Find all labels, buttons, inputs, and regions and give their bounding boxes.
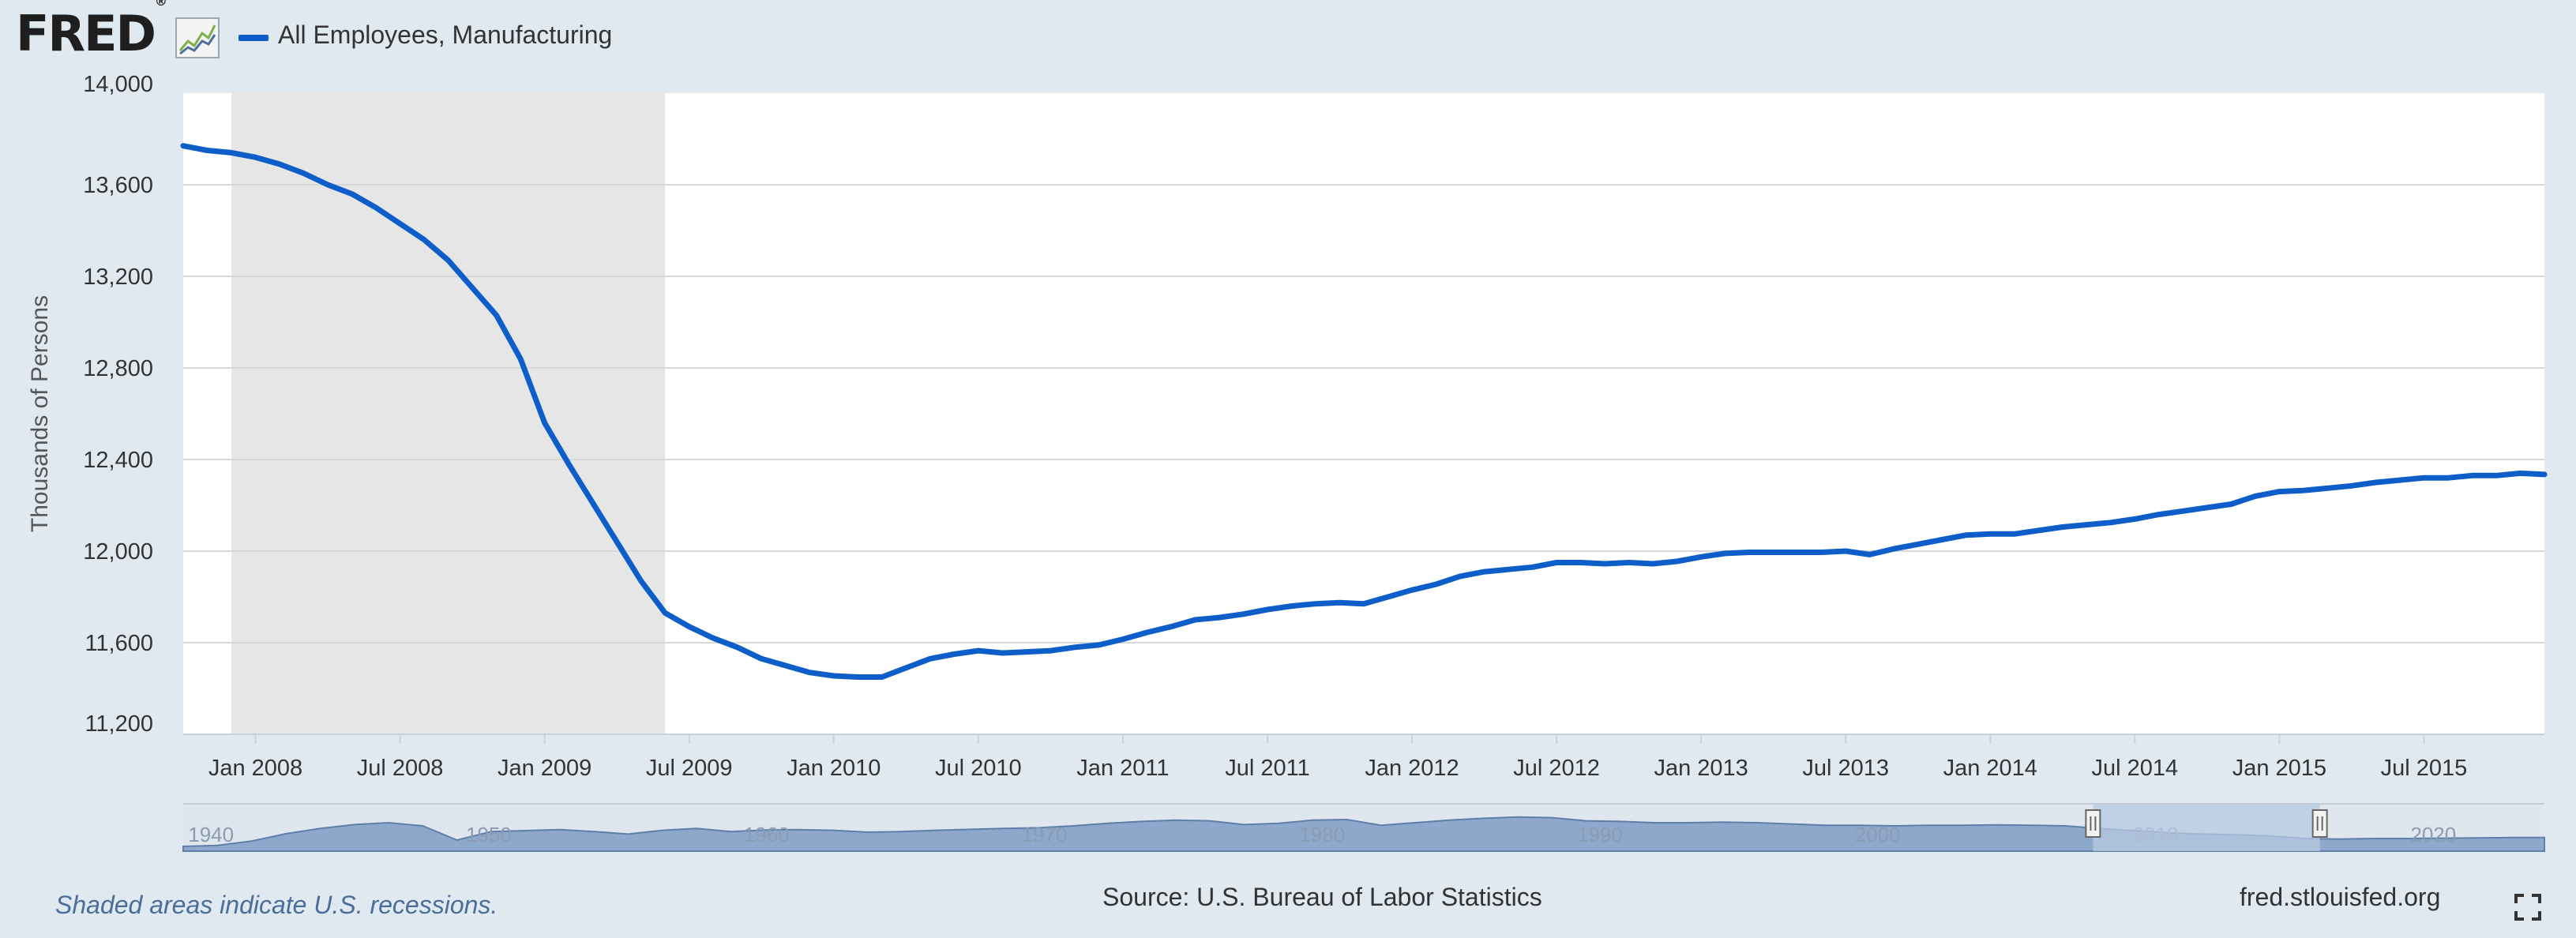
fullscreen-icon[interactable]	[2514, 894, 2541, 921]
recession-note: Shaded areas indicate U.S. recessions.	[55, 891, 498, 919]
recession-shading	[231, 93, 666, 734]
x-tick-label: Jan 2009	[498, 756, 591, 781]
navigator-year-label: 1940	[188, 823, 234, 846]
handle-grip[interactable]	[2311, 809, 2328, 838]
logo-registered-mark: ®	[154, 0, 167, 9]
y-tick-label: 12,400	[83, 448, 153, 473]
y-tick-label: 13,200	[83, 265, 153, 290]
x-tick-label: Jan 2010	[787, 756, 881, 781]
y-tick-label: 11,200	[84, 711, 153, 737]
fred-logo[interactable]: FRED®	[16, 0, 167, 62]
navigator-year-label: 1960	[744, 823, 790, 846]
y-tick-label: 11,600	[84, 631, 153, 656]
y-axis-label: Thousands of Persons	[27, 295, 53, 532]
series-line-0[interactable]	[180, 143, 2548, 680]
y-tick-label: 12,800	[83, 356, 153, 381]
recession-band-0	[231, 93, 666, 734]
legend-line-swatch	[238, 35, 268, 41]
y-axis: 11,200 11,600 12,000 12,400 12,800 13,200 13,6…	[83, 72, 153, 737]
y-tick-label: 12,000	[83, 539, 153, 565]
fred-url-link[interactable]: fred.stlouisfed.org	[2240, 883, 2441, 911]
handle-grip[interactable]	[2085, 809, 2101, 838]
legend-series-label[interactable]: All Employees, Manufacturing	[278, 21, 613, 49]
x-tick-label: Jul 2011	[1225, 756, 1310, 781]
x-tick-label: Jul 2015	[2381, 756, 2468, 781]
y-tick-label: 14,000	[83, 72, 153, 97]
series-layer	[180, 143, 2548, 680]
x-axis: Jan 2008 Jul 2008 Jan 2009 Jul 2009 Jan 2010…	[183, 734, 2544, 781]
navigator-year-label: 1990	[1577, 823, 1623, 846]
navigator-handle-right[interactable]	[2311, 809, 2328, 838]
x-tick-label: Jul 2008	[357, 756, 444, 781]
x-tick-label: Jul 2010	[935, 756, 1022, 781]
navigator-year-label: 1980	[1299, 823, 1345, 846]
navigator[interactable]: 194019501960197019801990200020102020	[182, 803, 2545, 852]
x-tick-label: Jan 2013	[1654, 756, 1748, 781]
x-tick-label: Jan 2011	[1076, 756, 1169, 781]
navigator-year-label: 2020	[2410, 823, 2456, 846]
x-tick-label: Jul 2009	[646, 756, 733, 781]
chart-svg: 11,200 11,600 12,000 12,400 12,800 13,200 13,6…	[27, 72, 2548, 852]
x-tick-label: Jul 2014	[2091, 756, 2178, 781]
grid-lines	[183, 184, 2544, 643]
logo-text: FRED	[16, 5, 156, 62]
chart-header: FRED® All Employees, Manufacturing	[0, 0, 2576, 79]
navigator-year-label: 1970	[1022, 823, 1068, 846]
navigator-year-label: 2000	[1855, 823, 1901, 846]
x-tick-label: Jan 2014	[1943, 756, 2037, 781]
line-graph-icon	[175, 17, 220, 58]
navigator-handle-left[interactable]	[2085, 809, 2101, 838]
navigator-selection[interactable]	[2093, 804, 2320, 851]
x-tick-label: Jan 2012	[1365, 756, 1459, 781]
y-tick-label: 13,600	[83, 173, 153, 198]
x-tick-label: Jan 2008	[208, 756, 302, 781]
x-tick-label: Jul 2012	[1513, 756, 1600, 781]
x-tick-label: Jul 2013	[1802, 756, 1889, 781]
source-text: Source: U.S. Bureau of Labor Statistics	[1102, 883, 1542, 911]
navigator-year-label: 1950	[466, 823, 512, 846]
x-tick-label: Jan 2015	[2232, 756, 2326, 781]
